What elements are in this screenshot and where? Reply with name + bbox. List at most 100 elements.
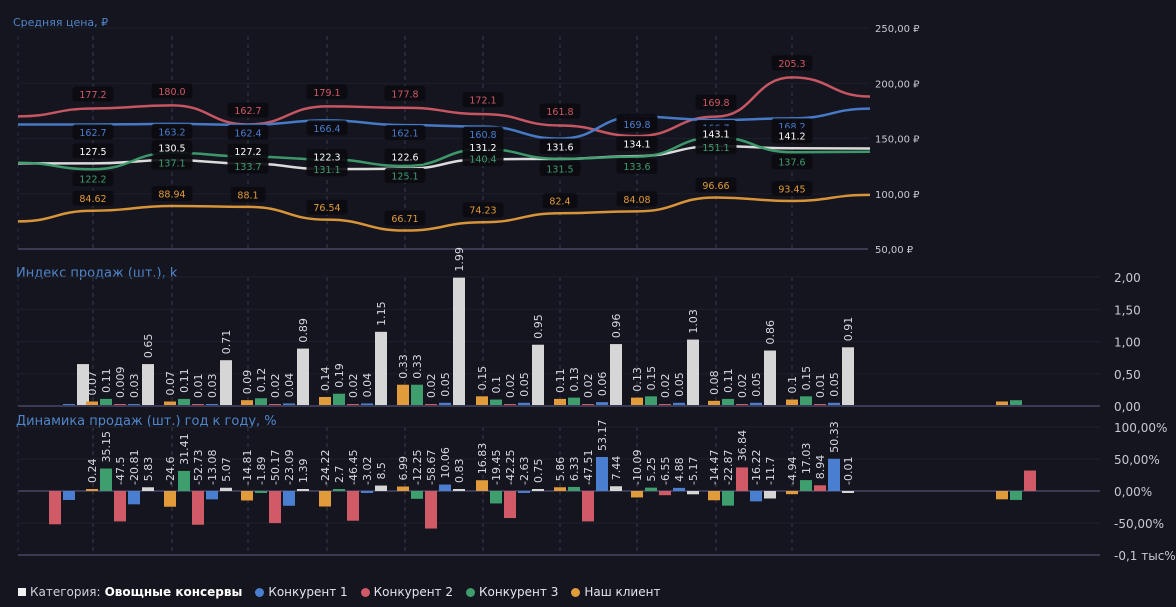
- dynamics-bar-client: [996, 491, 1008, 500]
- price-data-label: 151.1: [702, 143, 729, 154]
- price-data-label: 134.1: [623, 140, 650, 151]
- sales-index-data-label: 1.99: [453, 247, 466, 272]
- dynamics-bar-client: [86, 489, 98, 491]
- sales-index-data-label: 0.02: [736, 374, 749, 399]
- sales-index-data-label: 0.11: [722, 368, 735, 393]
- dynamics-bar-category: [297, 489, 309, 491]
- price-data-label: 131.2: [469, 143, 496, 154]
- price-data-label-box: [384, 168, 426, 184]
- price-data-label: 140.4: [469, 155, 496, 166]
- dynamics-bar-category: [687, 491, 699, 495]
- sales-index-data-label: 0.03: [206, 374, 219, 399]
- sales-index-data-label: 0.91: [842, 317, 855, 342]
- price-data-label-box: [462, 126, 504, 142]
- legend-item-competitor1[interactable]: Конкурент 1: [255, 585, 348, 599]
- dynamics-bar-category: [220, 487, 232, 491]
- price-data-label: 122.6: [391, 152, 418, 163]
- sales-index-data-label: 0.1: [786, 376, 799, 394]
- price-data-label: 131.5: [546, 164, 573, 175]
- dynamics-data-label: 6.33: [568, 456, 581, 481]
- dynamics-data-label: 10.06: [439, 447, 452, 479]
- legend-label: Конкурент 3: [479, 585, 559, 599]
- sales-index-bar-category: [532, 344, 544, 406]
- dynamics-bar-category: [453, 489, 465, 491]
- price-data-label: 143.1: [702, 130, 729, 141]
- price-data-label: 74.23: [469, 206, 496, 217]
- dynamics-bar-competitor3: [333, 489, 345, 491]
- dynamics-data-label: 5.86: [554, 457, 567, 482]
- sales-index-y-tick: 2,00: [1114, 271, 1141, 285]
- price-data-label: 162.7: [79, 128, 106, 139]
- dynamics-data-label: 0.83: [453, 459, 466, 484]
- sales-index-data-label: 0.86: [764, 320, 777, 345]
- sales-index-bar-client: [554, 398, 566, 406]
- sales-index-bar-competitor3: [722, 398, 734, 406]
- sales-index-bar-category: [297, 348, 309, 406]
- price-data-label-box: [151, 140, 193, 156]
- dynamics-bar-competitor1: [63, 491, 75, 500]
- sales-index-data-label: 0.02: [347, 374, 360, 399]
- price-data-label: 133.6: [623, 162, 650, 173]
- price-data-label-box: [306, 161, 348, 177]
- sales-index-bar-competitor3: [800, 396, 812, 406]
- price-line-competitor2: [17, 76, 871, 138]
- dynamics-bar-competitor1: [596, 456, 608, 491]
- sales-index-data-label: 0.71: [220, 330, 233, 355]
- price-data-label: 82.4: [549, 197, 570, 208]
- sales-index-data-label: 0.02: [269, 374, 282, 399]
- dynamics-data-label: -50.17: [269, 450, 282, 485]
- price-data-label: 161.8: [546, 107, 573, 118]
- sales-index-data-label: 0.05: [673, 372, 686, 397]
- sales-index-bar-competitor1: [596, 402, 608, 406]
- price-data-label-box: [616, 116, 658, 132]
- dynamics-data-label: 17.03: [800, 443, 813, 475]
- price-data-label: 88.1: [237, 190, 258, 201]
- sales-index-bar-competitor3: [100, 398, 112, 406]
- sales-index-bar-competitor1: [518, 402, 530, 406]
- sales-index-data-label: 0.07: [164, 371, 177, 396]
- sales-index-data-label: 0.15: [476, 366, 489, 391]
- price-data-label: 130.5: [158, 144, 185, 155]
- legend-category[interactable]: Категория: Овощные консервы: [18, 585, 242, 599]
- sales-index-data-label: 0.33: [397, 354, 410, 379]
- dynamics-bar-competitor2: [659, 491, 671, 496]
- legend-label: Конкурент 2: [373, 585, 453, 599]
- dynamics-bar-competitor2: [736, 467, 748, 491]
- dynamics-bar-client: [786, 491, 798, 495]
- sales-index-data-label: 0.02: [425, 374, 438, 399]
- price-data-label-box: [462, 92, 504, 108]
- sales-index-bar-competitor1: [283, 403, 295, 406]
- price-data-label: 137.6: [778, 158, 805, 169]
- dynamics-bar-client: [631, 491, 643, 498]
- dynamics-data-label: -2.63: [518, 457, 531, 485]
- sales-index-bar-competitor3: [255, 398, 267, 406]
- sales-index-bar-competitor3: [411, 384, 423, 406]
- price-data-label-box: [151, 154, 193, 170]
- dynamics-bar-competitor2: [114, 491, 126, 522]
- price-data-label: 169.8: [702, 98, 729, 109]
- price-y-tick: 200,00 ₽: [875, 79, 920, 90]
- price-data-label: 162.7: [234, 106, 261, 117]
- dynamics-data-label: 5.07: [220, 457, 233, 482]
- dynamics-bar-category: [375, 485, 387, 491]
- price-data-label: 163.2: [158, 127, 185, 138]
- price-data-label-box: [462, 139, 504, 155]
- sales-index-data-label: 0.33: [411, 354, 424, 379]
- sales-index-data-label: 0.04: [361, 373, 374, 398]
- dynamics-bar-competitor3: [490, 491, 502, 504]
- price-data-label-box: [616, 136, 658, 152]
- dynamics-data-label: 6.99: [397, 456, 410, 481]
- price-data-label-box: [306, 199, 348, 215]
- sales-index-data-label: 0.12: [255, 368, 268, 393]
- sales-index-data-label: 0.1: [490, 376, 503, 394]
- price-data-label: 141.2: [778, 132, 805, 143]
- dynamics-bar-competitor3: [645, 487, 657, 491]
- sales-index-data-label: 0.15: [645, 366, 658, 391]
- legend-item-competitor3[interactable]: Конкурент 3: [466, 585, 558, 599]
- legend-item-competitor2[interactable]: Конкурент 2: [360, 585, 453, 599]
- sales-index-bar-client: [786, 399, 798, 406]
- sales-index-bar-competitor1: [439, 402, 451, 406]
- legend-item-client[interactable]: Наш клиент: [571, 585, 660, 599]
- dynamics-data-label: 0.75: [532, 459, 545, 484]
- dynamics-bar-competitor2: [269, 491, 281, 524]
